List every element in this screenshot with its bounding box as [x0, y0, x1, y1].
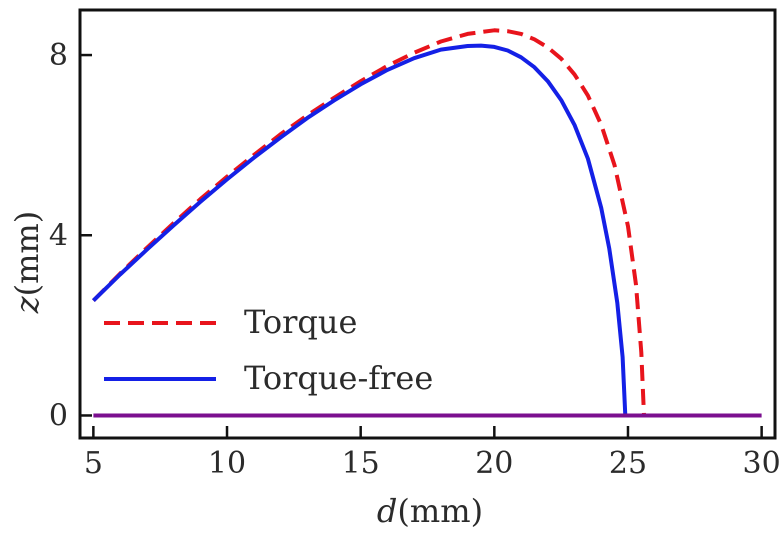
x-tick-label: 20: [475, 446, 513, 481]
y-axis-label: z(mm): [8, 211, 46, 315]
x-tick-label: 5: [84, 446, 103, 481]
x-axis-var: d: [377, 492, 397, 530]
x-axis-label: d(mm): [377, 492, 483, 530]
legend-label-torque-free: Torque-free: [244, 359, 433, 397]
x-tick-label: 30: [743, 446, 781, 481]
series-line-torque-free: [92, 43, 628, 416]
y-axis-var: z: [8, 295, 46, 314]
y-tick-label: 8: [49, 38, 68, 73]
x-tick-label: 15: [342, 446, 380, 481]
series-line-torque: [91, 28, 646, 416]
plot-lines: [91, 28, 762, 418]
x-axis-unit: (mm): [397, 492, 483, 530]
legend-label-torque: Torque: [244, 303, 357, 341]
plot-frame: [78, 8, 777, 440]
y-tick-label: 0: [49, 398, 68, 433]
x-tick-label: 25: [609, 446, 647, 481]
x-tick-label: 10: [208, 446, 246, 481]
legend: Torque Torque-free: [104, 303, 433, 397]
y-tick-label: 4: [49, 218, 68, 253]
axis-ticks: 5 10 15 20 25 30 0 4 8: [49, 38, 781, 481]
y-axis-unit: (mm): [8, 211, 46, 297]
